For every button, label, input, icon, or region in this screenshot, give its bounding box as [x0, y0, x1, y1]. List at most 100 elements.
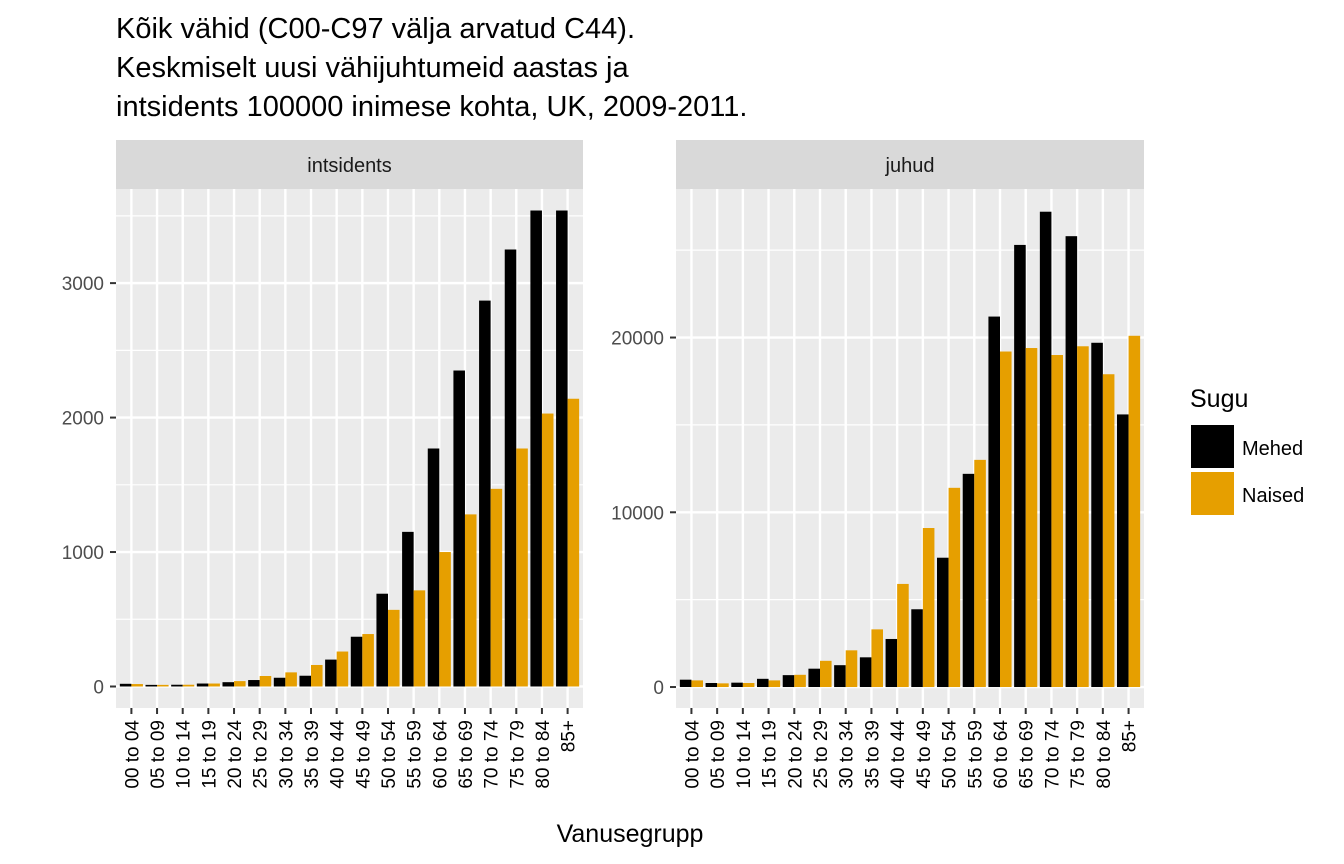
x-tick-label: 85+: [559, 720, 580, 752]
x-tick-label: 85+: [1120, 720, 1141, 752]
bar-naised-70-to-74: [1051, 355, 1063, 688]
bar-mehed-50-to-54: [937, 557, 949, 688]
bar-mehed-15-to-19: [196, 683, 209, 687]
bar-mehed-10-to-14: [171, 684, 183, 687]
bar-mehed-70-to-74: [1039, 211, 1052, 688]
bar-naised-50-to-54: [387, 609, 400, 687]
bar-naised-25-to-29: [820, 660, 832, 688]
y-tick-label: 3000: [62, 274, 104, 295]
x-tick-label: 75 to 79: [507, 720, 528, 789]
bar-mehed-85plus: [556, 210, 568, 687]
x-tick-label: 00 to 04: [682, 720, 703, 789]
bar-mehed-55-to-59: [402, 531, 414, 687]
legend-label-naised: Naised: [1242, 485, 1304, 507]
bar-naised-45-to-49: [362, 634, 374, 687]
bar-mehed-40-to-44: [885, 638, 898, 688]
y-tick-label: 1000: [62, 543, 104, 564]
x-tick-label: 55 to 59: [965, 720, 986, 789]
bar-naised-55-to-59: [974, 459, 986, 688]
bar-naised-80-to-84: [541, 413, 554, 687]
x-tick-label: 35 to 39: [302, 720, 323, 789]
bar-naised-35-to-39: [871, 629, 883, 688]
y-tick-label: 0: [653, 678, 664, 699]
x-tick-label: 70 to 74: [482, 720, 503, 789]
bar-mehed-85plus: [1117, 414, 1129, 688]
bar-mehed-80-to-84: [1091, 342, 1103, 688]
bar-mehed-30-to-34: [834, 665, 846, 688]
x-tick-label: 30 to 34: [276, 720, 297, 789]
bar-naised-20-to-24: [794, 674, 806, 688]
bar-mehed-55-to-59: [962, 473, 975, 688]
bar-naised-30-to-34: [285, 672, 297, 687]
bar-naised-35-to-39: [311, 664, 323, 687]
bar-mehed-65-to-69: [1014, 244, 1026, 688]
y-tick-label: 0: [93, 677, 104, 698]
bar-naised-00-to-04: [691, 680, 703, 688]
x-tick-label: 45 to 49: [914, 720, 935, 789]
x-tick-label: 60 to 64: [991, 720, 1012, 789]
bar-naised-60-to-64: [439, 552, 451, 687]
x-tick-label: 50 to 54: [940, 720, 961, 789]
x-tick-label: 80 to 84: [1094, 720, 1115, 789]
x-axis-title: Vanusegrupp: [557, 820, 704, 848]
bar-naised-05-to-09: [157, 684, 169, 687]
legend: Sugu Mehed Naised: [1190, 385, 1304, 515]
x-tick-label: 20 to 24: [225, 720, 246, 789]
bar-naised-65-to-69: [1025, 348, 1038, 688]
bar-naised-15-to-19: [208, 683, 220, 687]
x-tick-label: 25 to 29: [811, 720, 832, 789]
bar-naised-65-to-69: [464, 514, 477, 687]
legend-title: Sugu: [1190, 385, 1248, 413]
x-tick-label: 30 to 34: [837, 720, 858, 789]
bar-naised-15-to-19: [768, 680, 781, 688]
bar-mehed-00-to-04: [119, 683, 132, 687]
strip-label-intsidents: intsidents: [307, 155, 392, 177]
bar-mehed-25-to-29: [248, 680, 260, 687]
bar-mehed-05-to-09: [145, 684, 158, 687]
bar-naised-60-to-64: [1000, 351, 1012, 688]
x-tick-label: 05 to 09: [148, 720, 169, 789]
bar-mehed-20-to-24: [782, 675, 795, 688]
x-tick-label: 35 to 39: [862, 720, 883, 789]
bar-naised-10-to-14: [182, 684, 195, 687]
bar-naised-20-to-24: [234, 681, 246, 687]
x-tick-label: 65 to 69: [456, 720, 477, 789]
bar-mehed-25-to-29: [808, 668, 820, 688]
bar-mehed-45-to-49: [350, 636, 363, 687]
bar-mehed-50-to-54: [376, 593, 388, 687]
bar-naised-85plus: [567, 398, 580, 687]
bar-naised-85plus: [1128, 335, 1141, 688]
bar-mehed-30-to-34: [273, 677, 286, 687]
x-tick-label: 40 to 44: [888, 720, 909, 789]
bar-mehed-40-to-44: [325, 659, 337, 687]
x-tick-label: 65 to 69: [1017, 720, 1038, 789]
bar-naised-70-to-74: [490, 488, 503, 687]
bar-mehed-75-to-79: [504, 249, 517, 687]
x-tick-label: 05 to 09: [708, 720, 729, 789]
bar-naised-80-to-84: [1102, 374, 1115, 688]
bar-mehed-05-to-09: [705, 683, 718, 688]
x-tick-label: 40 to 44: [328, 720, 349, 789]
bar-naised-05-to-09: [717, 683, 729, 688]
bar-mehed-45-to-49: [911, 609, 923, 688]
bar-naised-10-to-14: [742, 683, 755, 688]
x-tick-label: 55 to 59: [405, 720, 426, 789]
bar-mehed-60-to-64: [988, 316, 1000, 688]
bar-naised-40-to-44: [336, 651, 349, 687]
y-tick-label: 20000: [611, 329, 664, 350]
panel-juhud: juhud 0 10000 20000 00 to 04 05 to 09 10 to 14…: [611, 140, 1144, 789]
bar-naised-25-to-29: [259, 675, 272, 687]
strip-juhud: [676, 140, 1144, 189]
bar-mehed-60-to-64: [427, 448, 440, 687]
legend-key-mehed: [1191, 425, 1234, 468]
bar-naised-45-to-49: [922, 528, 935, 688]
legend-key-naised: [1191, 472, 1234, 515]
title-line-2: Keskmiselt uusi vähijuhtumeid aastas ja: [116, 52, 629, 84]
bar-mehed-20-to-24: [222, 682, 235, 687]
bar-mehed-75-to-79: [1065, 236, 1078, 688]
bar-naised-75-to-79: [516, 448, 528, 687]
bar-naised-00-to-04: [131, 684, 143, 687]
